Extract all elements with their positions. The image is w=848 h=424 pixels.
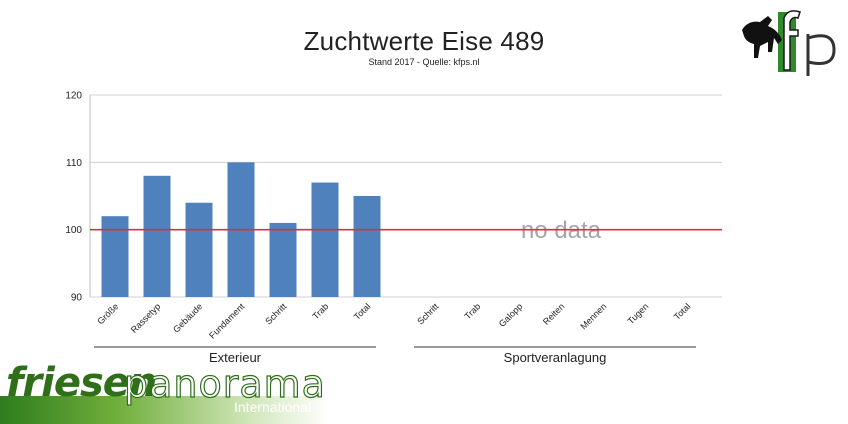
x-tick-label: Mennen xyxy=(578,301,608,331)
x-tick-label: Größe xyxy=(95,301,120,326)
bar xyxy=(353,196,381,297)
bar xyxy=(143,175,171,297)
x-tick-label: Trab xyxy=(462,301,482,321)
x-tick-label: Trab xyxy=(310,301,330,321)
kfp-logo: kfp xyxy=(740,10,836,79)
x-tick-label: Reiten xyxy=(541,301,566,326)
horse-icon xyxy=(742,16,782,58)
x-tick-label: Fundament xyxy=(207,301,247,341)
brand-word-international: International xyxy=(234,399,312,415)
bar xyxy=(185,202,213,297)
kfp-logo-letter-f xyxy=(783,10,801,71)
y-tick-label: 120 xyxy=(65,91,82,102)
x-tick-label: Schritt xyxy=(415,301,440,326)
y-tick-label: 100 xyxy=(65,225,82,236)
chart-title: Zuchtwerte Eise 489 xyxy=(303,26,545,56)
group-label: Exterieur xyxy=(209,350,262,365)
x-tick-label: Schritt xyxy=(263,301,288,326)
x-tick-label: Total xyxy=(352,301,373,322)
chart-subtitle: Stand 2017 - Quelle: kfps.nl xyxy=(368,57,480,67)
x-tick-label: Galopp xyxy=(497,301,525,329)
friesenpanorama-logo: friesen panorama International xyxy=(0,360,340,424)
no-data-label: no data xyxy=(521,217,602,244)
x-tick-label: Tugen xyxy=(626,301,651,326)
x-tick-label: Rassetyp xyxy=(129,301,163,335)
x-tick-label: Gebäude xyxy=(171,301,204,334)
bar xyxy=(101,216,129,297)
brand-gradient-bar xyxy=(0,396,330,424)
bar xyxy=(269,222,297,297)
x-tick-label: Total xyxy=(672,301,693,322)
brand-word-friesen: friesen xyxy=(6,360,157,406)
kfp-logo-text: kfp xyxy=(740,74,746,79)
y-tick-label: 110 xyxy=(66,158,82,169)
group-label: Sportveranlagung xyxy=(504,350,607,365)
brand-word-panorama: panorama xyxy=(123,361,326,406)
y-tick-label: 90 xyxy=(71,293,83,304)
kfp-logo-letter-p xyxy=(806,34,836,76)
bar xyxy=(311,182,339,297)
